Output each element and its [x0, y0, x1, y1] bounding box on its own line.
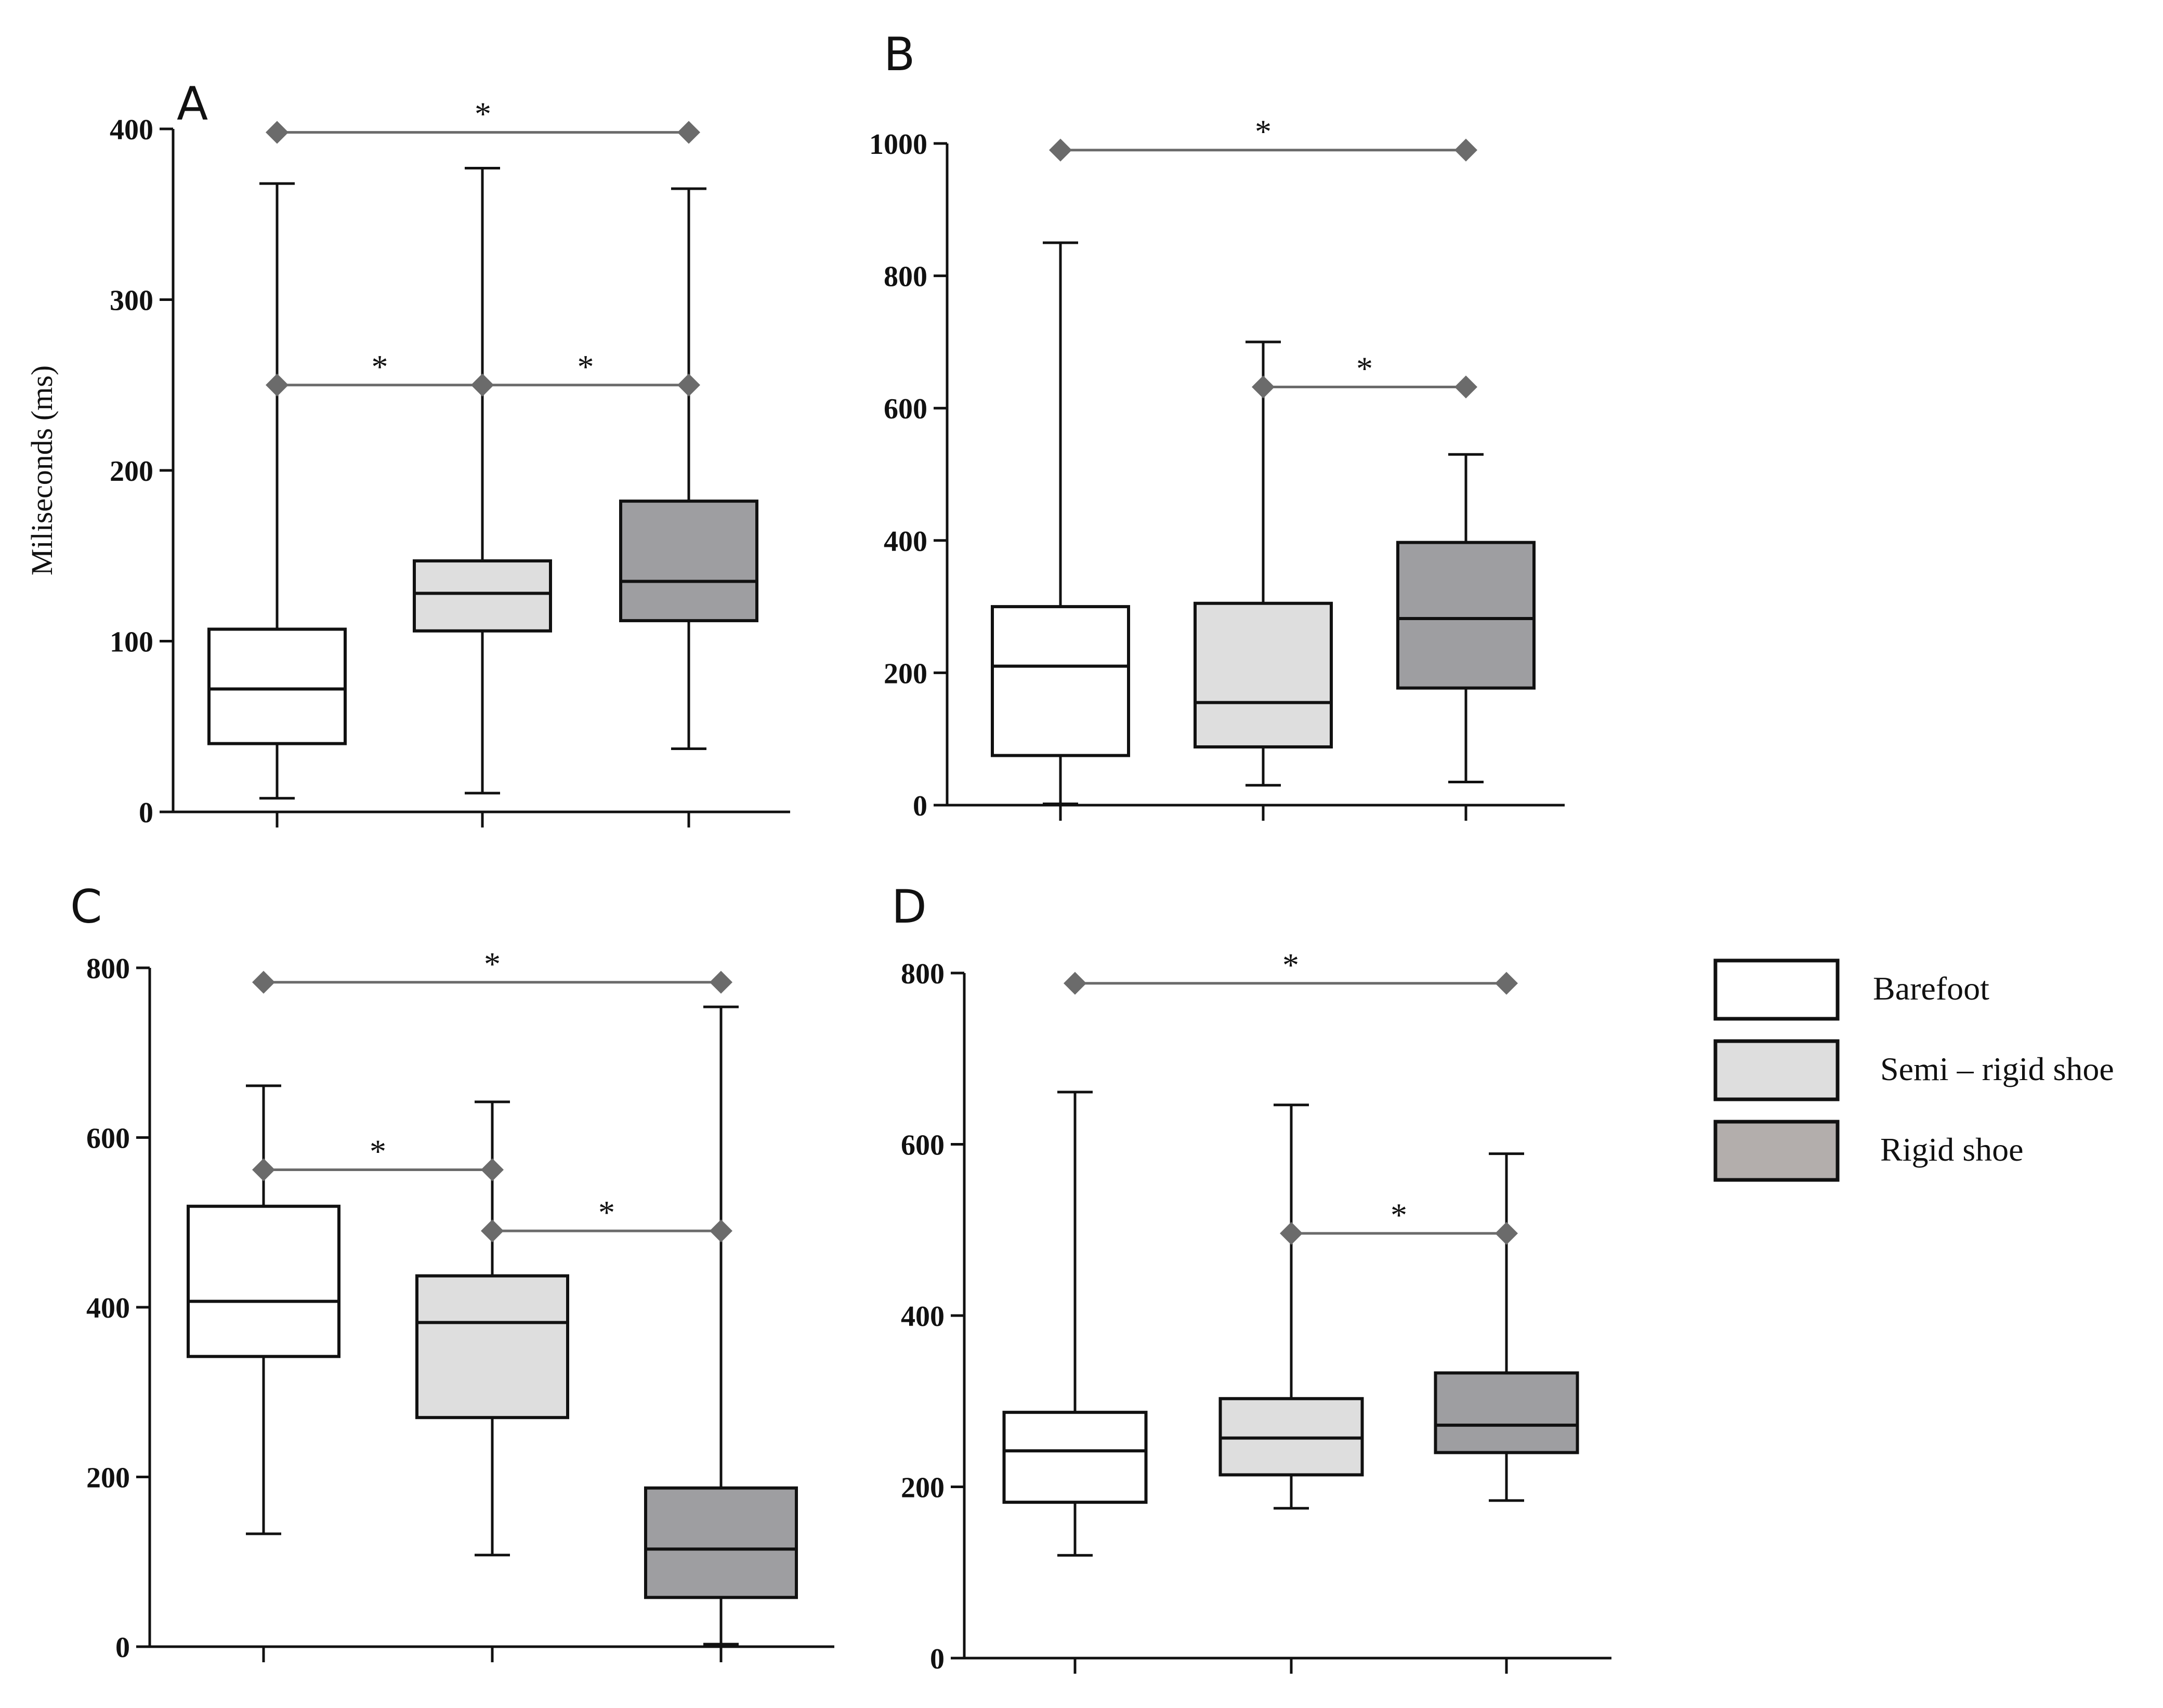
significance-star: *	[370, 1133, 386, 1170]
legend-label: Barefoot	[1873, 970, 1989, 1007]
significance-marker	[252, 970, 275, 994]
y-tick-label: 0	[115, 1632, 130, 1664]
panel-c: C 0 200 400 600 800 * * *	[70, 880, 834, 1664]
significance-marker	[1064, 971, 1086, 995]
significance-star: *	[484, 945, 501, 982]
significance-marker	[677, 121, 700, 144]
y-tick-label: 300	[110, 285, 153, 317]
box-rigid	[1434, 1371, 1579, 1454]
y-tick-label: 200	[901, 1472, 945, 1504]
significance-star: *	[372, 348, 388, 385]
box-barefoot	[187, 1204, 340, 1358]
y-tick-label: 800	[86, 953, 130, 985]
y-tick-label: 200	[884, 658, 927, 690]
y-tick-label: 400	[901, 1300, 945, 1333]
significance-marker	[1454, 138, 1477, 162]
box-semi-rigid	[413, 559, 552, 633]
y-axis-label: Miliseconds (ms)	[25, 365, 59, 575]
significance-marker	[266, 373, 289, 397]
significance-marker	[1454, 375, 1477, 399]
panel-label: D	[892, 880, 927, 934]
y-tick-label: 200	[110, 455, 153, 488]
y-tick-label: 0	[930, 1643, 945, 1675]
y-tick-label: 200	[86, 1462, 130, 1494]
y-tick-label: 400	[884, 525, 927, 558]
significance-star: *	[1255, 113, 1271, 150]
legend-swatch	[1713, 958, 1840, 1021]
significance-star: *	[1356, 350, 1373, 387]
y-tick-label: 100	[110, 626, 153, 659]
legend-swatch	[1713, 1120, 1840, 1182]
panel-label: C	[70, 880, 102, 934]
y-tick-label: 800	[884, 261, 927, 293]
significance-marker	[481, 1219, 504, 1243]
y-tick-label: 600	[901, 1129, 945, 1162]
significance-marker	[710, 1219, 732, 1243]
y-tick-label: 600	[884, 393, 927, 425]
significance-marker	[481, 1158, 504, 1181]
box-rigid	[644, 1486, 798, 1599]
box-rigid	[619, 500, 758, 623]
y-tick-label: 400	[110, 114, 153, 146]
significance-marker	[1049, 138, 1072, 162]
y-tick-label: 600	[86, 1123, 130, 1155]
significance-star: *	[1282, 947, 1299, 983]
significance-marker	[710, 970, 732, 994]
legend-label: Rigid shoe	[1880, 1131, 2024, 1168]
significance-marker	[677, 373, 700, 397]
box-semi-rigid	[415, 1274, 569, 1420]
significance-marker	[471, 373, 494, 397]
panel-label: A	[177, 77, 208, 130]
y-tick-label: 400	[86, 1292, 130, 1324]
significance-marker	[252, 1158, 275, 1181]
significance-marker	[1495, 1221, 1518, 1245]
significance-marker	[1280, 1221, 1303, 1245]
y-tick-label: 0	[139, 797, 153, 829]
significance-star: *	[475, 96, 491, 133]
box-rigid	[1396, 541, 1536, 690]
significance-star: *	[578, 348, 594, 385]
panel-a: A 0 100 200 300 400 Miliseconds (ms) * * *	[25, 77, 790, 829]
legend-label: Semi – rigid shoe	[1880, 1050, 2114, 1087]
y-tick-label: 0	[913, 790, 927, 822]
significance-marker	[266, 121, 289, 144]
significance-marker	[1495, 971, 1518, 995]
significance-star: *	[1391, 1197, 1407, 1233]
panel-b: B 0 200 400 600 800 1000 * *	[869, 28, 1565, 822]
box-barefoot	[1002, 1411, 1148, 1504]
box-barefoot	[207, 627, 347, 745]
y-tick-label: 800	[901, 958, 945, 990]
legend-swatch	[1713, 1039, 1840, 1101]
panel-label: B	[884, 28, 915, 81]
significance-marker	[1252, 375, 1275, 399]
significance-star: *	[598, 1194, 615, 1231]
y-tick-label: 1000	[869, 128, 927, 161]
legend: Barefoot Semi – rigid shoe Rigid shoe	[1713, 958, 2114, 1182]
box-semi-rigid	[1194, 601, 1333, 748]
box-barefoot	[991, 605, 1130, 757]
panel-d: D 0 200 400 600 800 * *	[892, 880, 1611, 1675]
